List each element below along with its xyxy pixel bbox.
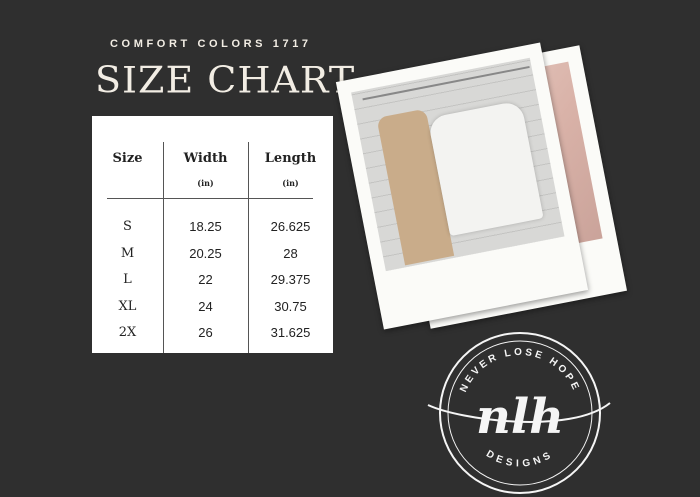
logo-swash [427,402,611,423]
subtitle: COMFORT COLORS 1717 [110,38,312,50]
cell-width: 26 [198,325,213,340]
logo-top-text: NEVER LOSE HOPE [458,347,582,394]
cell-length: 31.625 [270,325,311,340]
header-divider [107,198,313,199]
clothing-rack [362,65,530,101]
size-column: S M L XL 2X [92,214,163,347]
cell-size: M [120,245,135,261]
cell-width: 18.25 [189,219,222,234]
cell-size: L [123,272,132,287]
logo-monogram: nlh [476,389,564,445]
length-column: 26.625 28 29.375 30.75 31.625 [248,214,333,347]
header-size: Size [112,151,143,166]
cell-width: 24 [198,298,213,314]
brand-logo: NEVER LOSE HOPE DESIGNS nlh [427,332,611,494]
width-column: 18.25 20.25 22 24 26 [163,214,248,347]
header-length-unit: (in) [282,178,299,188]
shirt-photo [351,57,565,272]
header-width-unit: (in) [197,178,214,188]
cell-length: 28 [283,245,298,261]
cell-size: 2X [118,325,137,340]
cell-length: 30.75 [274,298,307,314]
header-width: Width [183,151,228,166]
cell-size: XL [118,298,137,314]
column-divider [248,142,249,353]
column-divider [163,142,164,353]
cell-size: S [123,219,132,234]
cell-length: 29.375 [270,272,311,287]
cell-width: 20.25 [189,245,222,261]
size-table: Size Width Length (in) (in) S M L XL 2X … [92,116,333,353]
cell-length: 26.625 [270,219,311,234]
logo-outer-ring [439,332,601,494]
header-length: Length [264,151,317,166]
cell-width: 22 [198,272,213,287]
logo-bottom-text: DESIGNS [484,449,556,470]
page-title: SIZE CHART [95,59,356,101]
